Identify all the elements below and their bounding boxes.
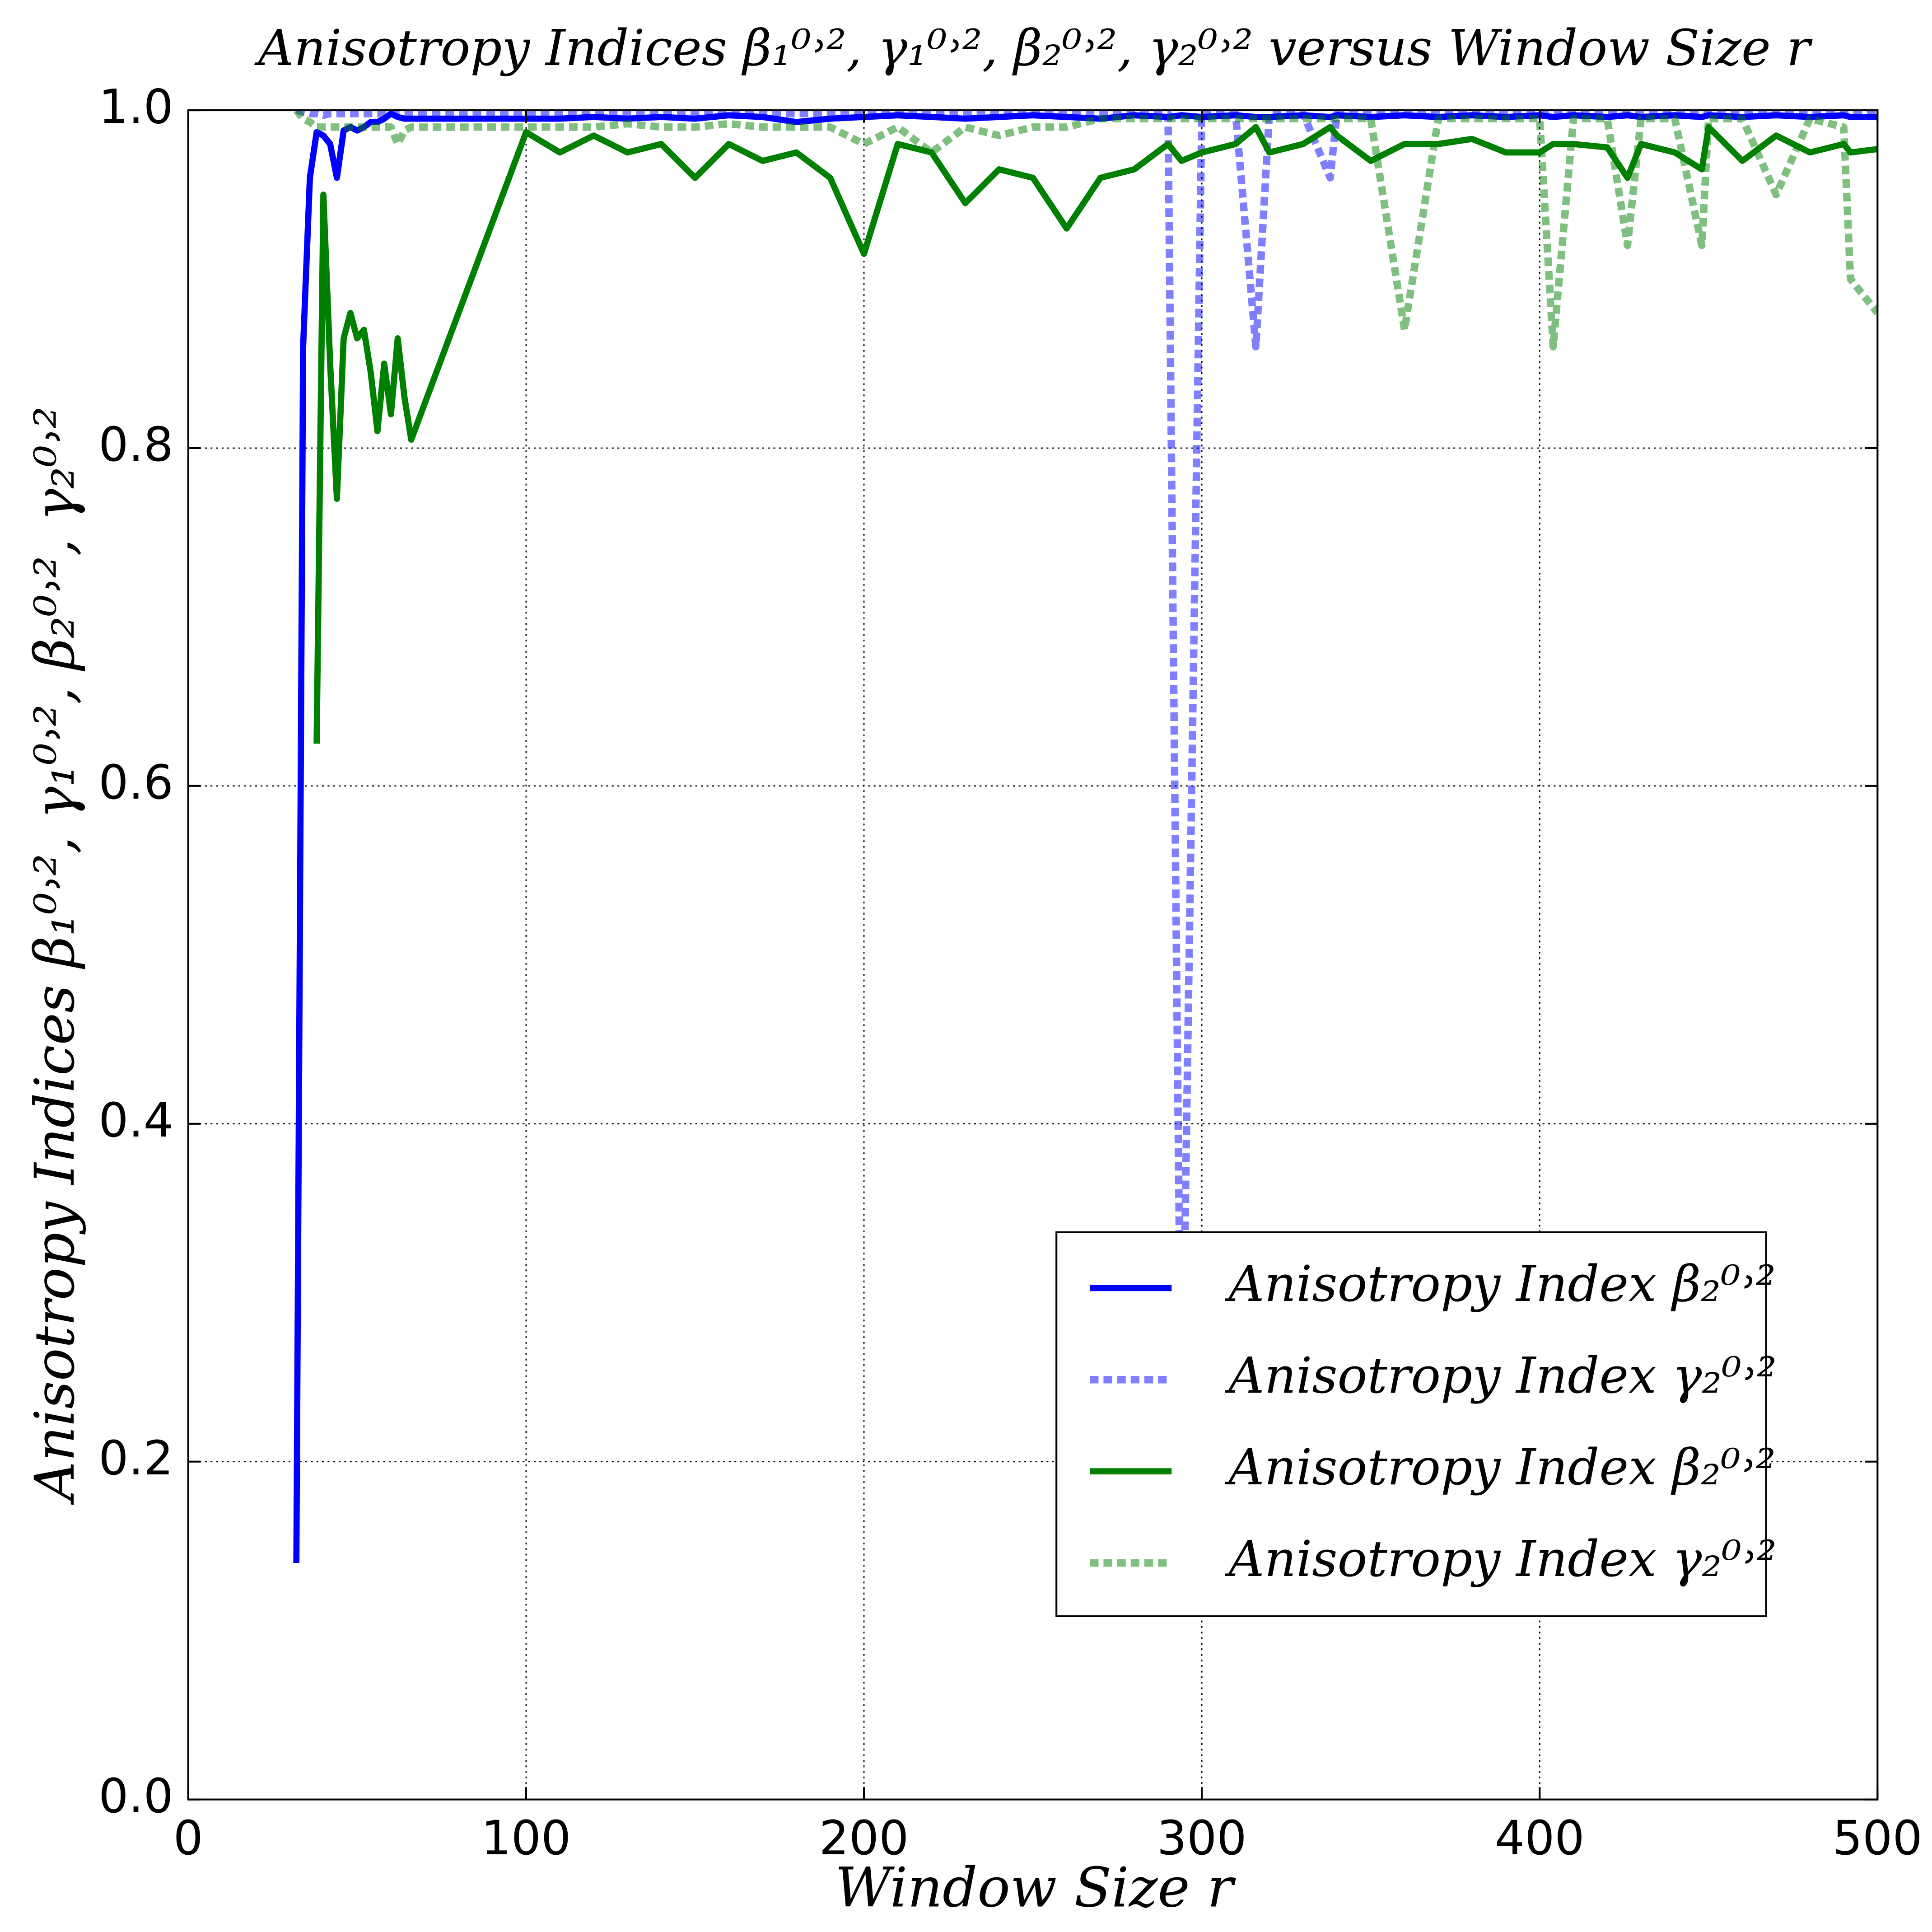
y-tick-label: 0.8 xyxy=(98,417,173,472)
x-tick-label: 500 xyxy=(1833,1810,1923,1866)
x-tick-label: 0 xyxy=(173,1810,203,1866)
y-tick-label: 0.4 xyxy=(98,1093,173,1148)
x-axis-label: Window Size r xyxy=(835,1856,1236,1919)
series-line xyxy=(313,124,1878,744)
legend-label: Anisotropy Index γ₂⁰˒² xyxy=(1224,1530,1777,1588)
chart-title: Anisotropy Indices β₁⁰˒², γ₁⁰˒², β₂⁰˒², … xyxy=(254,19,1812,77)
series-line xyxy=(295,110,1878,1465)
y-tick-label: 0.0 xyxy=(98,1768,173,1824)
y-tick-label: 0.6 xyxy=(98,755,173,810)
y-axis-label: Anisotropy Indices β₁⁰˒², γ₁⁰˒², β₂⁰˒², … xyxy=(23,407,87,1506)
y-tick-label: 1.0 xyxy=(98,79,173,134)
legend-label: Anisotropy Index β₂⁰˒² xyxy=(1224,1255,1776,1313)
x-tick-label: 400 xyxy=(1495,1810,1585,1866)
x-tick-label: 100 xyxy=(481,1810,571,1866)
x-tick-label: 300 xyxy=(1157,1810,1247,1866)
ticks: 0 100 200 300 400 500 0.0 0.2 0.4 0.6 0.8 1.0 xyxy=(98,79,1923,1866)
x-tick-label: 200 xyxy=(819,1810,909,1866)
series-line xyxy=(293,110,1878,351)
legend: Anisotropy Index β₂⁰˒² Anisotropy Index γ… xyxy=(1055,1231,1777,1617)
legend-label: Anisotropy Index β₂⁰˒² xyxy=(1224,1438,1776,1496)
y-tick-label: 0.2 xyxy=(98,1431,173,1486)
legend-label: Anisotropy Index γ₂⁰˒² xyxy=(1224,1347,1777,1404)
legend-box xyxy=(1055,1231,1767,1617)
plot-lines xyxy=(293,110,1878,1563)
plot-frame xyxy=(187,109,1879,1801)
